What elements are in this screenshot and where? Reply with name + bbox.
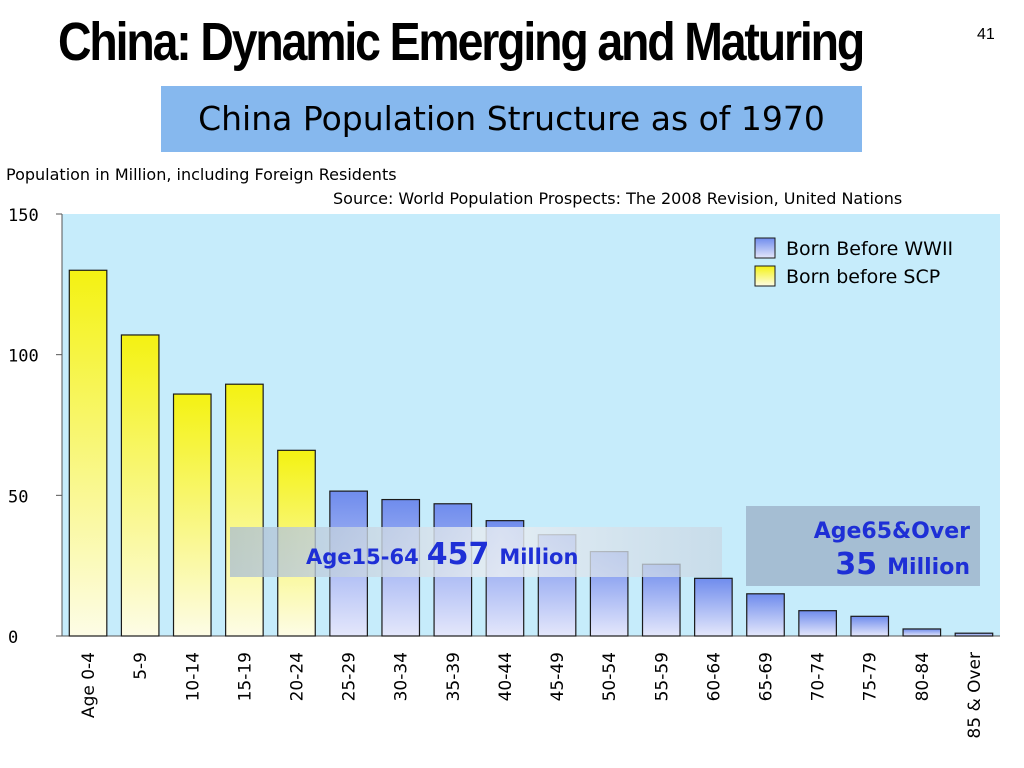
legend-swatch [754, 265, 776, 287]
y-tick-label: 150 [8, 206, 39, 226]
callout-elderly-value: 35 Million [835, 547, 970, 582]
callout-elderly-box [746, 506, 980, 586]
x-tick-label: 70-74 [809, 652, 829, 701]
page-number: 41 [977, 26, 995, 43]
x-tick-label: 85 & Over [965, 652, 985, 739]
x-tick-label: 75-79 [861, 652, 881, 701]
bar-80-84 [902, 628, 942, 637]
y-tick-label: 0 [8, 628, 18, 648]
bar-10-14 [172, 393, 212, 637]
callout-elderly-label: Age65&Over [814, 519, 970, 544]
x-tick-label: 15-19 [235, 652, 255, 701]
bar-age-0-4 [68, 269, 108, 637]
x-tick-label: 5-9 [131, 652, 151, 680]
y-tick-label: 50 [8, 487, 28, 507]
x-tick-label: 35-39 [444, 652, 464, 701]
callout-elderly-number: 35 [835, 547, 877, 582]
x-tick-label: 25-29 [340, 652, 360, 701]
x-tick-label: 60-64 [704, 652, 724, 701]
bar-65-69 [746, 593, 785, 637]
x-tick-label: 30-34 [392, 652, 412, 701]
x-tick-label: Age 0-4 [79, 652, 99, 718]
callout-working-age-number: 457 [427, 537, 490, 572]
bar-5-9 [120, 334, 160, 637]
x-tick-label: 45-49 [548, 652, 568, 701]
bar-15-19 [225, 383, 264, 637]
callout-working-age-label: Age15-64 [306, 545, 419, 569]
chart-subtitle: Population in Million, including Foreign… [6, 165, 397, 184]
x-tick-label: 55-59 [652, 652, 672, 701]
legend-label: Born Before WWII [786, 238, 953, 260]
chart-title: China Population Structure as of 1970 [161, 86, 862, 152]
callout-working-age-box [230, 527, 722, 577]
callout-working-age-text: Age15-64 457 Million [306, 537, 578, 572]
x-tick-label: 50-54 [600, 652, 620, 701]
bar-85-over [954, 632, 994, 637]
callout-working-age-unit: Million [499, 545, 578, 569]
x-tick-label: 80-84 [913, 652, 933, 701]
bar-75-79 [850, 615, 890, 637]
callout-elderly-unit: Million [887, 555, 970, 580]
x-tick-label: 40-44 [496, 652, 516, 701]
legend-swatch [754, 237, 776, 259]
x-tick-label: 20-24 [288, 652, 308, 701]
bar-70-74 [798, 610, 837, 637]
bar-60-64 [694, 577, 733, 637]
slide-title: China: Dynamic Emerging and Maturing [58, 12, 865, 72]
x-tick-label: 65-69 [757, 652, 777, 701]
legend-label: Born before SCP [786, 266, 940, 288]
chart-source: Source: World Population Prospects: The … [333, 189, 902, 208]
y-tick-label: 100 [8, 347, 39, 367]
x-tick-label: 10-14 [183, 652, 203, 701]
